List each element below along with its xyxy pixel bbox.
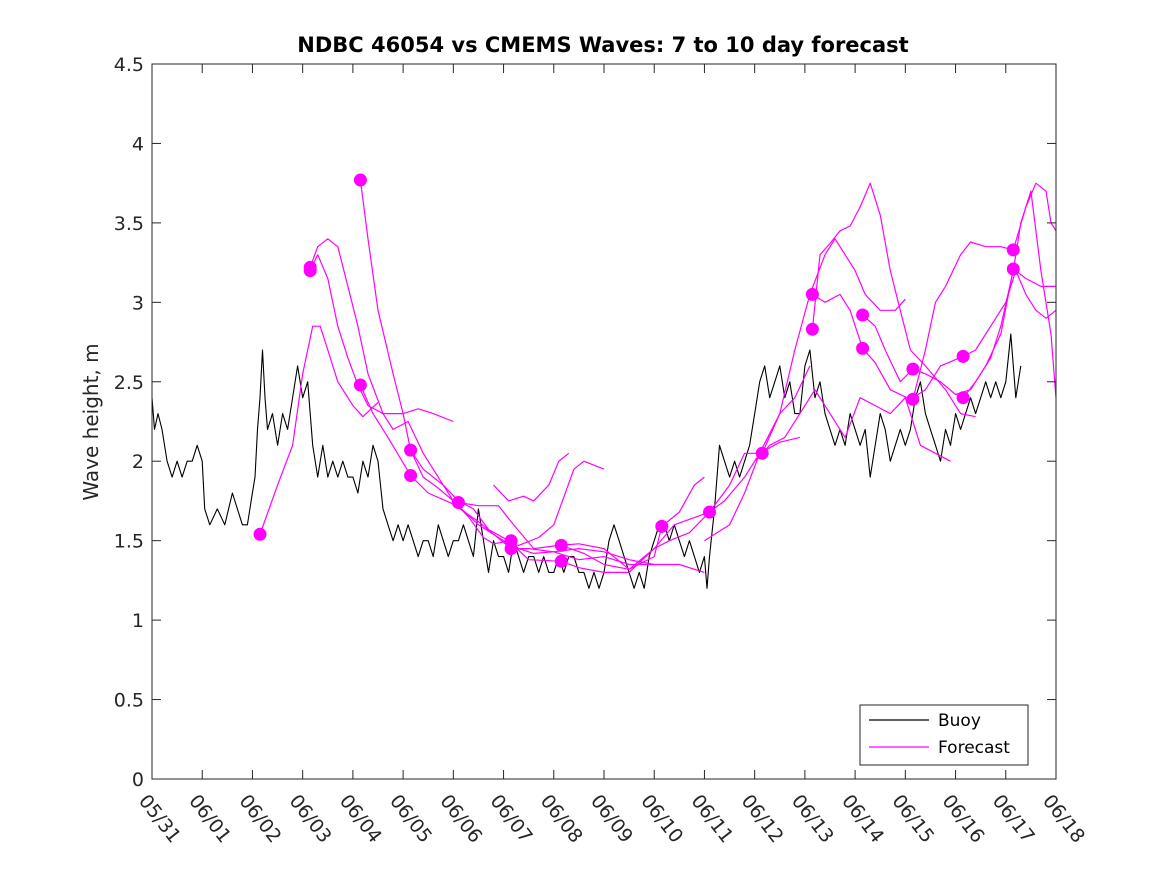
forecast-line-1 — [259, 325, 379, 535]
forecast-line-12 — [812, 270, 1056, 400]
forecast-marker — [805, 322, 819, 336]
forecast-marker — [856, 341, 870, 355]
forecast-marker — [755, 446, 769, 460]
forecast-line-11 — [811, 182, 976, 418]
y-tick-label: 3 — [132, 292, 144, 314]
y-tick-label: 0.5 — [114, 690, 144, 712]
forecast-marker — [303, 264, 317, 278]
forecast-line-2 — [309, 238, 605, 547]
forecast-marker — [956, 349, 970, 363]
forecast-marker — [906, 362, 920, 376]
forecast-line-14 — [912, 182, 1056, 400]
forecast-marker — [1006, 243, 1020, 257]
forecast-marker — [1006, 262, 1020, 276]
y-tick-label: 1 — [132, 610, 144, 632]
forecast-line-3 — [309, 254, 454, 423]
forecast-marker — [805, 287, 819, 301]
y-tick-label: 1.5 — [114, 531, 144, 553]
forecast-marker — [703, 505, 716, 519]
forecast-line-10 — [704, 238, 906, 542]
forecast-line-7 — [458, 476, 705, 570]
y-tick-label: 0 — [132, 769, 144, 791]
forecast-line-13 — [862, 268, 1056, 396]
forecast-marker — [906, 392, 920, 406]
forecast-line-4 — [359, 179, 655, 566]
legend-buoy-label: Buoy — [938, 711, 981, 731]
forecast-line-5 — [359, 384, 705, 573]
legend-box — [859, 704, 1029, 766]
forecast-marker — [655, 519, 669, 533]
forecast-marker — [856, 308, 870, 322]
y-tick-label: 2 — [132, 451, 144, 473]
forecast-marker — [404, 443, 418, 457]
forecast-line-8 — [493, 452, 570, 502]
forecast-marker — [451, 496, 465, 509]
forecast-marker — [554, 538, 568, 552]
forecast-marker — [353, 173, 367, 187]
buoy-line — [152, 333, 1022, 589]
forecast-marker — [956, 391, 970, 405]
y-tick-label: 4.5 — [114, 54, 144, 76]
forecast-marker — [504, 542, 518, 556]
plot-area — [152, 173, 1056, 589]
y-tick-label: 2.5 — [114, 372, 144, 394]
legend-forecast-label: Forecast — [938, 738, 1010, 758]
chart-title: NDBC 46054 vs CMEMS Waves: 7 to 10 day f… — [297, 33, 908, 57]
forecast-marker — [353, 378, 367, 392]
legend: Buoy Forecast — [859, 704, 1029, 766]
y-axis-label: Wave height, m — [79, 343, 103, 500]
y-tick-label: 4 — [132, 133, 144, 155]
forecast-marker — [253, 527, 267, 541]
forecast-marker — [554, 554, 568, 568]
forecast-line-16 — [754, 389, 951, 462]
forecast-marker — [404, 469, 418, 482]
y-tick-label: 3.5 — [114, 213, 144, 235]
